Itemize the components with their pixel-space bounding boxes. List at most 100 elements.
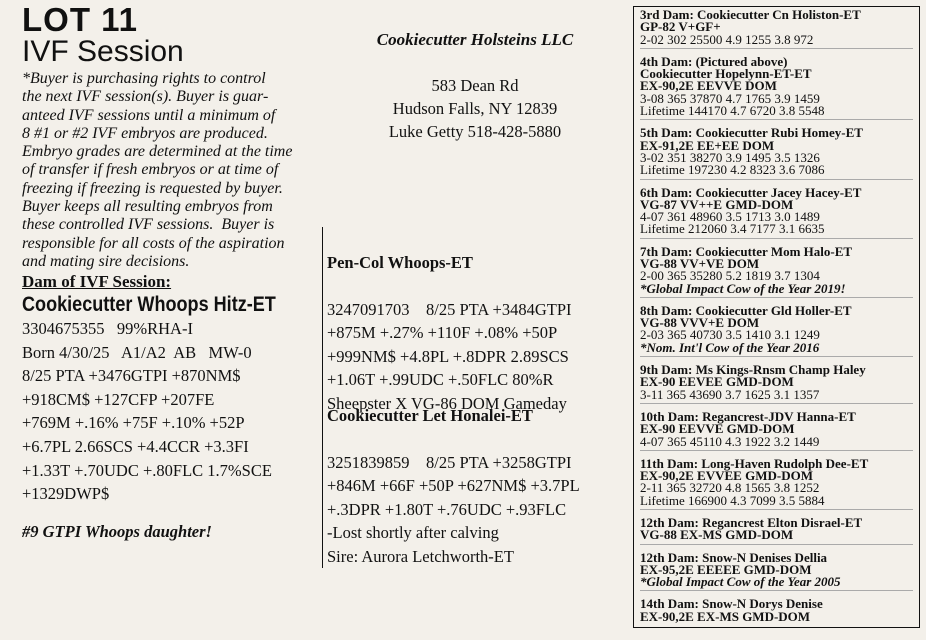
entry-record: 2-11 365 32720 4.8 1565 3.8 1252 (640, 480, 820, 496)
entry-heading: EX-90 EEVEE GMD-DOM (640, 374, 794, 390)
entry-heading: 12th Dam: Regancrest Elton Disrael-ET (640, 514, 863, 530)
sire-line: Sheepster X VG-86 DOM Gameday (327, 393, 567, 413)
entry-heading: VG-87 VV++E GMD-DOM (640, 196, 794, 212)
intro-line: these controlled IVF sessions. Buyer is (22, 216, 275, 234)
entry-heading: VG-88 EX-MS GMD-DOM (640, 527, 794, 543)
dam-line: +769M +.16% +75F +.10% +52P (22, 413, 245, 433)
intro-line: and mating sire decisions. (22, 252, 190, 270)
intro-line: the next IVF session(s). Buyer is guar- (22, 88, 269, 106)
entry-heading: 7th Dam: Cookiecutter Mom Halo-ET (640, 243, 853, 259)
entry-note: *Nom. Int'l Cow of the Year 2016 (640, 339, 820, 355)
sire-line: 3247091703 8/25 PTA +3484GTPI (327, 299, 572, 319)
entry-record: 3-11 365 43690 3.7 1625 3.1 1357 (640, 386, 820, 402)
entry-heading: VG-88 VV+VE DOM (640, 255, 760, 271)
dam-note: #9 GTPI Whoops daughter! (22, 522, 212, 541)
intro-line: freezing if freezing is requested by buy… (22, 179, 283, 197)
intro-line: Buyer keeps all resulting embryos from (22, 198, 273, 216)
entry-note: *Global Impact Cow of the Year 2019! (640, 280, 846, 296)
dam-line: +1329DWP$ (22, 484, 110, 504)
entry-record: 2-00 365 35280 5.2 1819 3.7 1304 (640, 268, 820, 284)
intro-line: anteed IVF sessions until a minimum of (22, 106, 276, 124)
entry-record: Lifetime 212060 3.4 7177 3.1 6635 (640, 221, 825, 237)
entry-heading: 4th Dam: (Pictured above) (640, 53, 788, 69)
entry-record: Lifetime 166900 4.3 7099 3.5 5884 (640, 492, 825, 508)
consignor-line: Hudson Falls, NY 12839 (392, 99, 558, 118)
entry-heading: EX-91,2E EE+EE DOM (640, 137, 775, 153)
dam-line: Born 4/30/25 A1/A2 AB MW-0 (22, 342, 252, 362)
entry-heading: 14th Dam: Snow-N Dorys Denise (640, 596, 823, 612)
entry-heading: 5th Dam: Cookiecutter Rubi Homey-ET (640, 125, 863, 141)
entry-heading: EX-90,2E EVVEE GMD-DOM (640, 468, 813, 484)
pedigree-entry: 3rd Dam: Cookiecutter Cn Holiston-ET GP-8… (640, 7, 913, 49)
title: IVF Session (22, 35, 184, 68)
sire-name: Pen-Col Whoops-ET (327, 252, 473, 272)
sire-block: Pen-Col Whoops-ET 3247091703 8/25 PTA +3… (322, 227, 572, 415)
sire-line: +999NM$ +4.8PL +.8DPR 2.89SCS (327, 346, 569, 366)
entry-note: *Global Impact Cow of the Year 2005 (640, 574, 841, 590)
entry-heading: 8th Dam: Cookiecutter Gld Holler-ET (640, 302, 852, 318)
entry-heading: 10th Dam: Regancrest-JDV Hanna-ET (640, 408, 856, 424)
intro-line: 8 #1 or #2 IVF embryos are produced. (22, 124, 268, 142)
sire-line: +875M +.27% +110F +.08% +50P (327, 323, 558, 342)
intro-line: Embryo grades are determined at the time (22, 143, 293, 161)
consignor-name: Cookiecutter Holsteins LLC (376, 30, 574, 49)
pedigree-entry: 12th Dam: Regancrest Elton Disrael-ET VG-… (640, 514, 913, 545)
pedigree-entry: 10th Dam: Regancrest-JDV Hanna-ET EX-90 E… (640, 408, 913, 451)
entry-heading: 9th Dam: Ms Kings-Rnsm Champ Haley (640, 362, 866, 378)
dam-line: 3304675355 99%RHA-I (22, 319, 193, 338)
grandam-line: 3251839859 8/25 PTA +3258GTPI (327, 452, 572, 472)
entry-heading: EX-95,2E EEEEE GMD-DOM (640, 561, 812, 577)
entry-record: Lifetime 197230 4.2 8323 3.6 7086 (640, 162, 825, 178)
intro-line: responsible for all costs of the aspirat… (22, 234, 285, 252)
entry-heading: EX-90 EEVVE GMD-DOM (640, 421, 795, 437)
dam-name: Cookiecutter Whoops Hitz-ET (22, 293, 276, 316)
entry-record: 4-07 365 45110 4.3 1922 3.2 1449 (640, 433, 820, 449)
entry-heading: 11th Dam: Long-Haven Rudolph Dee-ET (640, 455, 869, 471)
entry-record: 3-08 365 37870 4.7 1765 3.9 1459 (640, 90, 820, 106)
grandam-line: +846M +66F +50P +627NM$ +3.7PL (327, 476, 580, 495)
entry-heading: VG-88 VVV+E DOM (640, 315, 760, 331)
entry-record: 2-02 302 25500 4.9 1255 3.8 972 (640, 31, 814, 47)
dam-line: +1.33T +.70UDC +.80FLC 1.7%SCE (22, 460, 272, 480)
entry-record: 2-03 365 40730 3.5 1410 3.1 1249 (640, 327, 820, 343)
consignor-line: Luke Getty 518-428-5880 (388, 122, 562, 141)
dam-line: +918CM$ +127CFP +207FE (22, 389, 215, 409)
intro-line: of transfer if fresh embryos or at time … (22, 161, 279, 179)
entry-heading: 12th Dam: Snow-N Denises Dellia (640, 549, 828, 565)
pedigree-entry: 8th Dam: Cookiecutter Gld Holler-ET VG-88… (640, 302, 913, 358)
pedigree-entry: 14th Dam: Snow-N Dorys Denise EX-90,2E EX… (640, 596, 913, 625)
grandam-line: Sire: Aurora Letchworth-ET (327, 546, 514, 566)
intro: *Buyer is purchasing rights to control th… (22, 70, 292, 271)
grandam-name: Cookiecutter Let Honalei-ET (327, 405, 533, 425)
pedigree: 3rd Dam: Cookiecutter Cn Holiston-ET GP-8… (633, 6, 920, 628)
pedigree-entry: 6th Dam: Cookiecutter Jacey Hacey-ET VG-8… (640, 184, 913, 239)
entry-heading: EX-90,2E EX-MS GMD-DOM (640, 608, 811, 624)
pedigree-entry: 12th Dam: Snow-N Denises Dellia EX-95,2E … (640, 549, 913, 592)
entry-heading: GP-82 V+GF+ (640, 19, 721, 35)
pedigree-entry: 4th Dam: (Pictured above) Cookiecutter Ho… (640, 53, 913, 121)
pedigree-entry: 7th Dam: Cookiecutter Mom Halo-ET VG-88 V… (640, 243, 913, 298)
entry-heading: Cookiecutter Hopelynn-ET-ET (640, 66, 812, 82)
pedigree-entry: 11th Dam: Long-Haven Rudolph Dee-ET EX-90… (640, 455, 913, 510)
intro-line: *Buyer is purchasing rights to control (22, 70, 266, 87)
entry-heading: 3rd Dam: Cookiecutter Cn Holiston-ET (640, 7, 861, 22)
dam-info: 3304675355 99%RHA-I Born 4/30/25 A1/A2 AB… (22, 317, 272, 506)
entry-record: 3-02 351 38270 3.9 1495 3.5 1326 (640, 149, 820, 165)
dam-line: 8/25 PTA +3476GTPI +870NM$ (22, 366, 241, 386)
entry-record: Lifetime 144170 4.7 6720 3.8 5548 (640, 103, 825, 119)
entry-record: 4-07 361 48960 3.5 1713 3.0 1489 (640, 209, 820, 225)
grandam-block: Cookiecutter Let Honalei-ET 3251839859 8… (322, 380, 580, 568)
dam-heading: Dam of IVF Session: (22, 272, 172, 291)
consignor-line: 583 Dean Rd (431, 76, 519, 95)
entry-heading: 6th Dam: Cookiecutter Jacey Hacey-ET (640, 184, 862, 200)
entry-heading: EX-90,2E EEVVE DOM (640, 78, 777, 94)
pedigree-entry: 9th Dam: Ms Kings-Rnsm Champ Haley EX-90 … (640, 362, 913, 404)
consignor: Cookiecutter Holsteins LLC 583 Dean Rd Hu… (330, 5, 620, 143)
pedigree-entry: 5th Dam: Cookiecutter Rubi Homey-ET EX-91… (640, 125, 913, 180)
dam-line: +6.7PL 2.66SCS +4.4CCR +3.3FI (22, 436, 249, 456)
sire-line: +1.06T +.99UDC +.50FLC 80%R (327, 370, 554, 389)
grandam-line: -Lost shortly after calving (327, 523, 499, 542)
lot-number: LOT 11 (22, 1, 139, 38)
grandam-line: +.3DPR +1.80T +.76UDC +.93FLC (327, 499, 567, 519)
